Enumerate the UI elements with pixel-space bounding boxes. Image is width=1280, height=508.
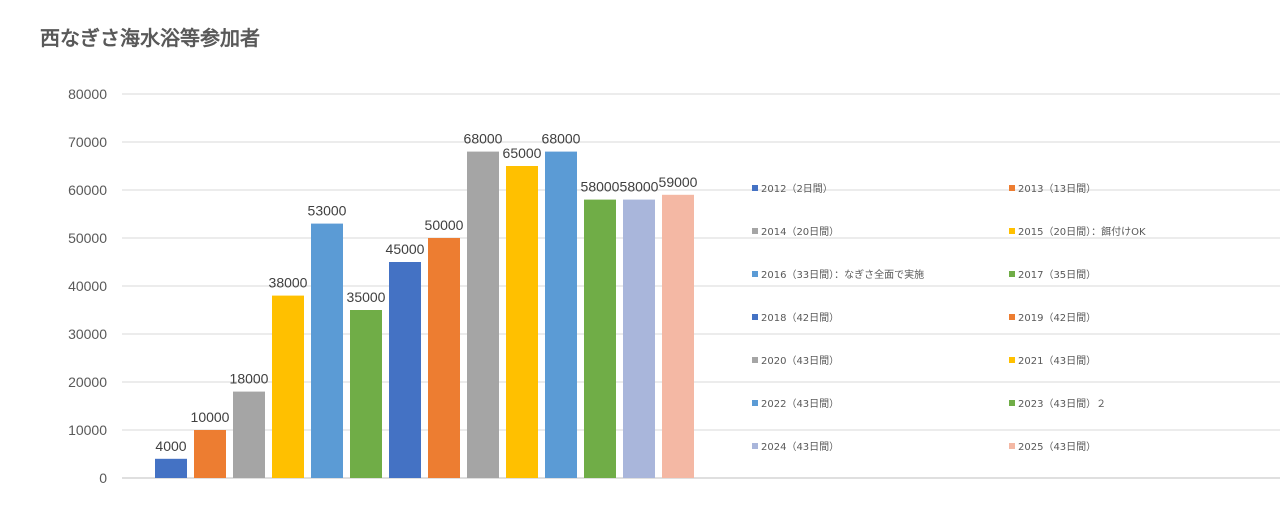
- data-label: 50000: [425, 217, 464, 233]
- legend-label: 2018（42日間）: [761, 312, 839, 324]
- bar: [233, 391, 265, 478]
- legend-swatch: [752, 400, 758, 406]
- data-label: 68000: [464, 131, 503, 147]
- bar: [545, 151, 577, 478]
- legend-label: 2024（43日間）: [761, 441, 839, 453]
- legend-label: 2022（43日間）: [761, 398, 839, 410]
- bar: [584, 199, 616, 478]
- y-tick-label: 20000: [68, 374, 107, 390]
- legend-label: 2012（2日間）: [761, 183, 833, 195]
- data-label: 58000: [581, 179, 620, 195]
- data-label: 45000: [386, 241, 425, 257]
- y-tick-label: 60000: [68, 182, 107, 198]
- y-tick-label: 10000: [68, 422, 107, 438]
- bar: [428, 238, 460, 478]
- legend-label: 2013（13日間）: [1018, 183, 1096, 195]
- legend-label: 2014（20日間）: [761, 226, 839, 238]
- bar: [623, 199, 655, 478]
- y-axis-ticks: 0 10000 20000 30000 40000 50000 60000 70000 8000…: [68, 86, 107, 486]
- bar: [389, 262, 421, 478]
- bar: [662, 194, 694, 479]
- legend-label: 2019（42日間）: [1018, 312, 1096, 324]
- data-label: 65000: [503, 145, 542, 161]
- y-tick-label: 40000: [68, 278, 107, 294]
- legend-swatch: [1009, 185, 1015, 191]
- legend-label: 2025（43日間）: [1018, 441, 1096, 453]
- legend-swatch: [1009, 271, 1015, 277]
- chart-title: 西なぎさ海水浴等参加者: [40, 26, 260, 50]
- legend-label: 2023（43日間）２: [1018, 398, 1106, 410]
- data-label: 59000: [659, 174, 698, 190]
- data-label: 4000: [155, 438, 186, 454]
- data-label: 10000: [191, 409, 230, 425]
- legend-label: 2015（20日間）：餌付けOK: [1018, 225, 1146, 238]
- bar: [272, 295, 304, 478]
- bars: [155, 151, 694, 479]
- y-tick-label: 0: [99, 470, 107, 486]
- legend-swatch: [752, 185, 758, 191]
- legend-swatch: [1009, 400, 1015, 406]
- legend-swatch: [752, 443, 758, 449]
- legend-label: 2017（35日間）: [1018, 269, 1096, 281]
- legend-swatch: [752, 271, 758, 277]
- data-label: 68000: [542, 131, 581, 147]
- y-tick-label: 30000: [68, 326, 107, 342]
- y-tick-label: 80000: [68, 86, 107, 102]
- bar: [467, 151, 499, 478]
- legend-label: 2016（33日間）：なぎさ全面で実施: [761, 268, 924, 281]
- legend-swatch: [1009, 357, 1015, 363]
- legend-label: 2021（43日間）: [1018, 355, 1096, 367]
- legend-label: 2020（43日間）: [761, 355, 839, 367]
- bar: [311, 223, 343, 478]
- data-label: 38000: [269, 275, 308, 291]
- legend-swatch: [1009, 314, 1015, 320]
- bar: [194, 430, 226, 478]
- bar: [155, 458, 187, 478]
- bar: [506, 166, 538, 478]
- bar: [350, 310, 382, 478]
- y-tick-label: 70000: [68, 134, 107, 150]
- legend-swatch: [752, 357, 758, 363]
- legend-swatch: [1009, 228, 1015, 234]
- data-label: 18000: [230, 371, 269, 387]
- data-label: 58000: [620, 179, 659, 195]
- data-label: 53000: [308, 203, 347, 219]
- legend-swatch: [752, 314, 758, 320]
- legend-swatch: [752, 228, 758, 234]
- legend: 2012（2日間） 2013（13日間） 2014（20日間） 2015（20日間）：…: [752, 183, 1146, 453]
- legend-swatch: [1009, 443, 1015, 449]
- y-tick-label: 50000: [68, 230, 107, 246]
- data-label: 35000: [347, 289, 386, 305]
